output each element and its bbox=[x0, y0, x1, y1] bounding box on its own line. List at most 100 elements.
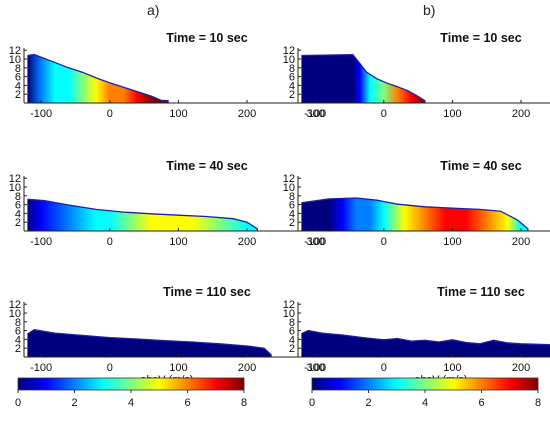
x-tick-label: 100 bbox=[443, 236, 461, 248]
y-tick-label: 4 bbox=[15, 80, 21, 92]
y-tick-label: 12 bbox=[283, 299, 295, 311]
y-tick-label: 8 bbox=[15, 191, 21, 203]
y-tick-label: 4 bbox=[289, 80, 295, 92]
velocity-field bbox=[301, 330, 550, 357]
y-tick-label: 6 bbox=[289, 200, 295, 212]
panel-label-a: a) bbox=[147, 2, 160, 18]
free-surface-outline bbox=[27, 198, 258, 231]
colorbar-tick-label: 4 bbox=[422, 397, 428, 409]
y-tick-label: 10 bbox=[283, 54, 295, 66]
x-tick-label: 100 bbox=[169, 236, 187, 248]
y-tick-label: 2 bbox=[289, 217, 295, 229]
colorbar-tick-label: 6 bbox=[184, 397, 190, 409]
y-tick-label: 8 bbox=[289, 317, 295, 329]
y-tick-label: 6 bbox=[289, 72, 295, 84]
y-tick-label: 12 bbox=[283, 173, 295, 185]
y-tick-label: 6 bbox=[15, 72, 21, 84]
x-tick-label: 200 bbox=[512, 362, 530, 374]
plot-title: Time = 10 sec bbox=[166, 31, 247, 45]
x-tick-label: 200 bbox=[238, 362, 256, 374]
x-tick-label: 300 bbox=[307, 236, 325, 248]
x-tick-label: 300 bbox=[307, 362, 325, 374]
y-tick-label: 4 bbox=[15, 208, 21, 220]
free-surface-outline bbox=[301, 53, 426, 103]
y-tick-label: 2 bbox=[289, 89, 295, 101]
velocity-field bbox=[301, 198, 528, 231]
colorbar-gradient bbox=[311, 377, 539, 391]
free-surface-outline bbox=[27, 53, 169, 103]
free-surface-outline bbox=[27, 329, 272, 357]
y-tick-label: 6 bbox=[15, 200, 21, 212]
velocity-field bbox=[301, 54, 425, 103]
y-tick-label: 8 bbox=[15, 63, 21, 75]
y-tick-label: 10 bbox=[283, 308, 295, 320]
colorbar-tick-label: 2 bbox=[365, 397, 371, 409]
plot-a-3: Time = 110 sec24681012-1000100200300absV… bbox=[9, 285, 350, 386]
x-tick-label: 200 bbox=[238, 108, 256, 120]
x-tick-label: 0 bbox=[107, 362, 113, 374]
x-tick-label: 0 bbox=[381, 362, 387, 374]
colorbar-tick-label: 4 bbox=[128, 397, 134, 409]
colorbar-tick-label: 0 bbox=[15, 397, 21, 409]
colorbar-gradient bbox=[17, 377, 245, 391]
y-tick-label: 10 bbox=[9, 54, 21, 66]
x-tick-label: 100 bbox=[169, 362, 187, 374]
y-tick-label: 8 bbox=[289, 63, 295, 75]
x-tick-label: 0 bbox=[381, 108, 387, 120]
y-tick-label: 12 bbox=[9, 173, 21, 185]
plot-title: Time = 40 sec bbox=[166, 159, 247, 173]
y-tick-label: 8 bbox=[289, 191, 295, 203]
colorbar-a: 0 2 4 6 8 bbox=[15, 377, 247, 409]
y-tick-label: 2 bbox=[15, 89, 21, 101]
x-tick-label: -100 bbox=[304, 362, 326, 374]
y-tick-label: 6 bbox=[289, 326, 295, 338]
velocity-field bbox=[27, 199, 258, 231]
x-tick-label: 0 bbox=[381, 236, 387, 248]
plot-title: Time = 110 sec bbox=[163, 285, 251, 299]
x-tick-label: 0 bbox=[107, 108, 113, 120]
x-tick-label: 200 bbox=[238, 236, 256, 248]
x-tick-label: -100 bbox=[304, 236, 326, 248]
x-tick-label: 100 bbox=[169, 108, 187, 120]
y-tick-label: 2 bbox=[15, 343, 21, 355]
x-tick-label: -100 bbox=[30, 362, 52, 374]
colorbar-tick-label: 0 bbox=[309, 397, 315, 409]
panel-label-b: b) bbox=[423, 2, 436, 18]
y-tick-label: 12 bbox=[9, 299, 21, 311]
x-tick-label: 200 bbox=[512, 108, 530, 120]
colorbar-tick-label: 6 bbox=[478, 397, 484, 409]
x-tick-label: 0 bbox=[107, 236, 113, 248]
colorbar-b: 0 2 4 6 8 bbox=[309, 377, 541, 409]
x-tick-label: 100 bbox=[443, 362, 461, 374]
x-tick-label: -100 bbox=[30, 108, 52, 120]
y-tick-label: 10 bbox=[9, 182, 21, 194]
y-tick-label: 2 bbox=[15, 217, 21, 229]
colorbar-tick-label: 8 bbox=[241, 397, 247, 409]
x-tick-label: 200 bbox=[512, 236, 530, 248]
y-tick-label: 4 bbox=[289, 208, 295, 220]
x-tick-label: -100 bbox=[304, 108, 326, 120]
plot-title: Time = 40 sec bbox=[440, 159, 521, 173]
y-tick-label: 2 bbox=[289, 343, 295, 355]
y-tick-label: 4 bbox=[15, 334, 21, 346]
plot-title: Time = 10 sec bbox=[440, 31, 521, 45]
y-tick-label: 12 bbox=[283, 45, 295, 57]
y-tick-label: 10 bbox=[9, 308, 21, 320]
plot-title: Time = 110 sec bbox=[437, 285, 525, 299]
free-surface-outline bbox=[301, 329, 550, 346]
y-tick-label: 12 bbox=[9, 45, 21, 57]
x-tick-label: 100 bbox=[443, 108, 461, 120]
y-tick-label: 10 bbox=[283, 182, 295, 194]
y-tick-label: 8 bbox=[15, 317, 21, 329]
y-tick-label: 6 bbox=[15, 326, 21, 338]
free-surface-outline bbox=[301, 197, 529, 231]
x-tick-label: -100 bbox=[30, 236, 52, 248]
y-tick-label: 4 bbox=[289, 334, 295, 346]
colorbar-tick-label: 2 bbox=[71, 397, 77, 409]
plot-b-3: Time = 110 sec24681012-1000100200300absV… bbox=[283, 285, 550, 386]
